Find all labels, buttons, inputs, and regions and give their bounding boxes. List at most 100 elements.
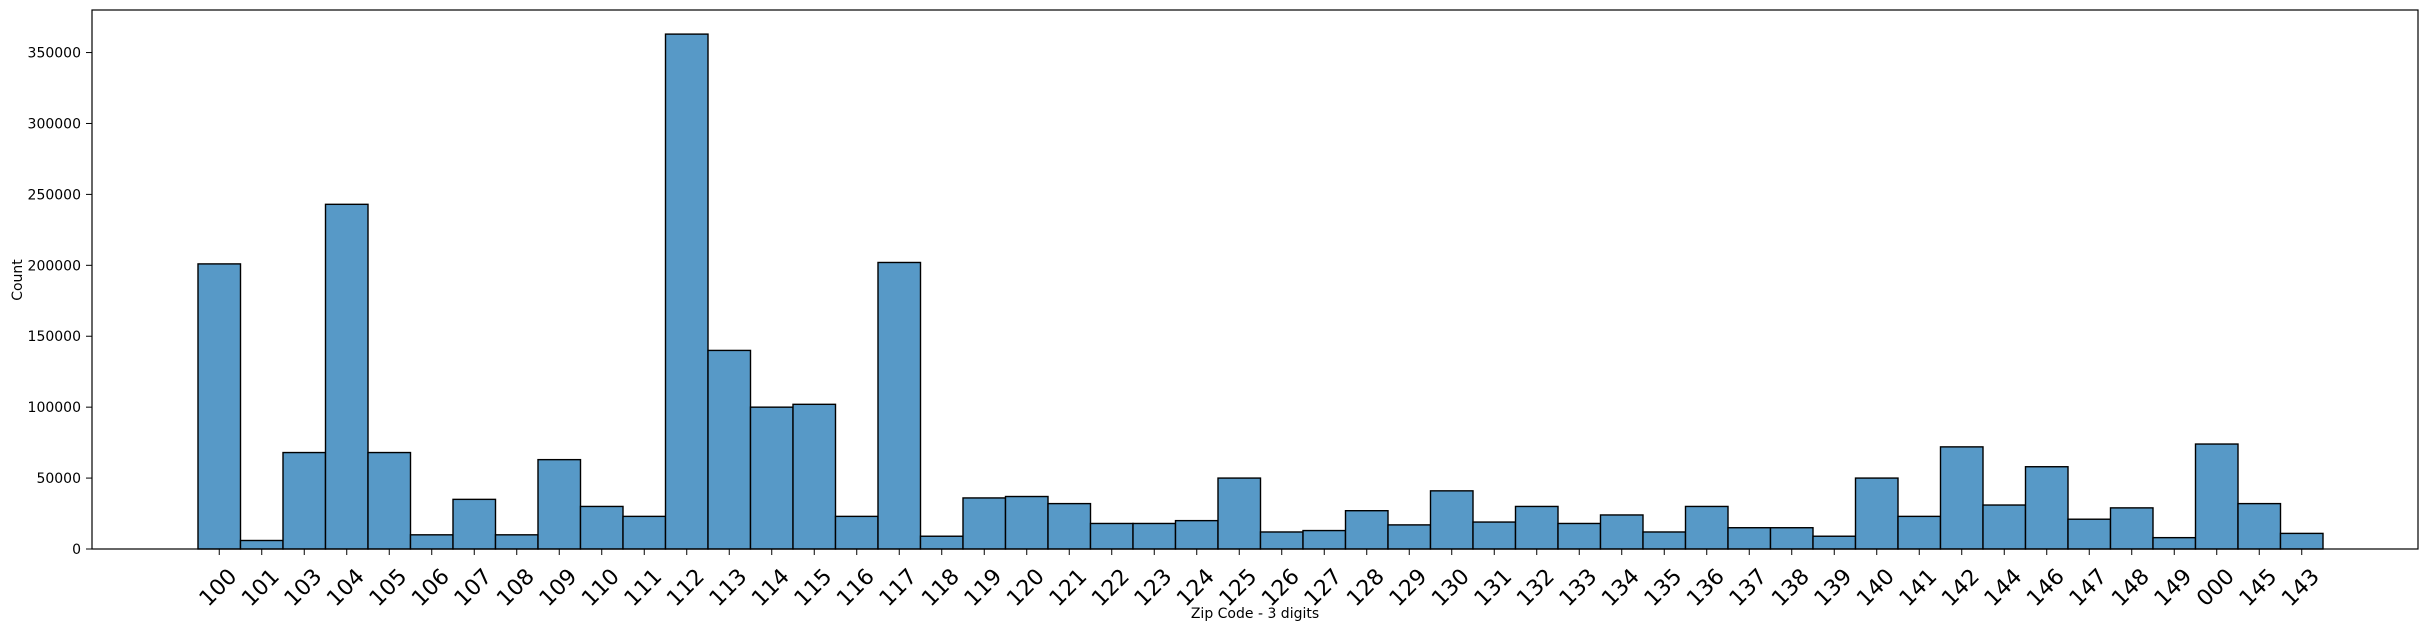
x-tick-label-103: 103 bbox=[280, 564, 327, 611]
bar-142 bbox=[1939, 446, 1984, 550]
x-tick-label-122: 122 bbox=[1087, 564, 1134, 611]
x-tick-label-126: 126 bbox=[1257, 564, 1304, 611]
bar-144 bbox=[1982, 504, 2027, 550]
x-tick-label-107: 107 bbox=[450, 564, 497, 611]
bar-117 bbox=[877, 261, 922, 550]
x-tick-label-145: 145 bbox=[2235, 564, 2282, 611]
x-tick-label-129: 129 bbox=[1385, 564, 1432, 611]
x-tick-label-142: 142 bbox=[1937, 564, 1984, 611]
bar-140 bbox=[1854, 477, 1899, 550]
x-tick-label-128: 128 bbox=[1342, 564, 1389, 611]
bar-135 bbox=[1642, 531, 1687, 550]
bar-110 bbox=[579, 505, 624, 550]
bar-122 bbox=[1089, 522, 1134, 550]
bar-104 bbox=[324, 203, 369, 550]
x-tick-label-109: 109 bbox=[535, 564, 582, 611]
bar-118 bbox=[919, 535, 964, 550]
bar-136 bbox=[1684, 505, 1729, 550]
bar-138 bbox=[1769, 527, 1814, 550]
bar-121 bbox=[1047, 502, 1092, 550]
x-tick-label-134: 134 bbox=[1597, 564, 1644, 611]
x-tick-label-136: 136 bbox=[1682, 564, 1729, 611]
x-tick-label-131: 131 bbox=[1470, 564, 1517, 611]
x-tick-label-119: 119 bbox=[960, 564, 1007, 611]
bar-103 bbox=[282, 451, 327, 550]
x-tick-label-112: 112 bbox=[662, 564, 709, 611]
bar-145 bbox=[2237, 502, 2282, 550]
x-axis-title: Zip Code - 3 digits bbox=[1191, 606, 1319, 622]
x-tick-label-116: 116 bbox=[832, 564, 879, 611]
bar-111 bbox=[622, 515, 667, 550]
bar-116 bbox=[834, 515, 879, 550]
x-tick-label-135: 135 bbox=[1640, 564, 1687, 611]
bar-100 bbox=[197, 263, 242, 550]
bar-148 bbox=[2109, 507, 2154, 550]
x-tick-label-132: 132 bbox=[1512, 564, 1559, 611]
y-tick-label-200000: 200000 bbox=[28, 258, 81, 274]
x-tick-label-121: 121 bbox=[1045, 564, 1092, 611]
bar-149 bbox=[2152, 536, 2197, 550]
x-tick-label-104: 104 bbox=[322, 564, 369, 611]
x-tick-label-147: 147 bbox=[2065, 564, 2112, 611]
x-axis: 1001011031041051061071081091101111121131… bbox=[195, 549, 2325, 612]
bar-123 bbox=[1132, 522, 1177, 550]
y-tick-label-0: 0 bbox=[72, 542, 81, 558]
x-tick-label-123: 123 bbox=[1130, 564, 1177, 611]
bar-115 bbox=[792, 403, 837, 550]
bar-133 bbox=[1557, 522, 1602, 550]
x-tick-label-137: 137 bbox=[1725, 564, 1772, 611]
y-tick-label-150000: 150000 bbox=[28, 329, 81, 345]
bar-106 bbox=[409, 534, 454, 550]
y-tick-label-250000: 250000 bbox=[28, 187, 81, 203]
x-tick-label-108: 108 bbox=[492, 564, 539, 611]
bar-129 bbox=[1387, 524, 1432, 550]
x-tick-label-133: 133 bbox=[1555, 564, 1602, 611]
bar-132 bbox=[1514, 505, 1559, 550]
x-tick-label-130: 130 bbox=[1427, 564, 1474, 611]
bar-119 bbox=[962, 497, 1007, 550]
bar-124 bbox=[1174, 519, 1219, 550]
x-tick-label-118: 118 bbox=[917, 564, 964, 611]
bar-147 bbox=[2067, 518, 2112, 550]
x-tick-label-110: 110 bbox=[577, 564, 624, 611]
x-tick-label-124: 124 bbox=[1172, 564, 1219, 611]
bar-134 bbox=[1599, 514, 1644, 550]
x-tick-label-146: 146 bbox=[2022, 564, 2069, 611]
x-tick-label-101: 101 bbox=[237, 564, 284, 611]
bar-146 bbox=[2024, 466, 2069, 550]
x-tick-label-139: 139 bbox=[1810, 564, 1857, 611]
x-tick-label-114: 114 bbox=[747, 564, 794, 611]
x-tick-label-138: 138 bbox=[1767, 564, 1814, 611]
bar-108 bbox=[494, 534, 539, 550]
plot-frame bbox=[91, 9, 2419, 550]
y-axis: 0 50000 100000 150000 200000 250000 300000 3500… bbox=[28, 46, 92, 558]
bar-141 bbox=[1897, 515, 1942, 550]
x-tick-label-140: 140 bbox=[1852, 564, 1899, 611]
y-tick-label-50000: 50000 bbox=[36, 471, 81, 487]
x-tick-label-148: 148 bbox=[2107, 564, 2154, 611]
bar-105 bbox=[367, 451, 412, 550]
x-tick-label-120: 120 bbox=[1002, 564, 1049, 611]
bar-137 bbox=[1727, 527, 1772, 550]
bar-112 bbox=[664, 33, 709, 550]
x-tick-label-115: 115 bbox=[790, 564, 837, 611]
bar-114 bbox=[749, 406, 794, 550]
bar-120 bbox=[1004, 495, 1049, 550]
x-tick-label-144: 144 bbox=[1980, 564, 2027, 611]
x-tick-label-125: 125 bbox=[1215, 564, 1262, 611]
x-tick-label-106: 106 bbox=[407, 564, 454, 611]
bar-143 bbox=[2279, 532, 2324, 550]
bar-126 bbox=[1259, 531, 1304, 550]
x-tick-label-141: 141 bbox=[1895, 564, 1942, 611]
bar-128 bbox=[1344, 510, 1389, 550]
bar-101 bbox=[239, 539, 284, 550]
bar-107 bbox=[452, 498, 497, 550]
x-tick-label-143: 143 bbox=[2277, 564, 2324, 611]
bar-109 bbox=[537, 458, 582, 550]
x-tick-label-111: 111 bbox=[620, 564, 667, 611]
x-tick-label-000: 000 bbox=[2192, 564, 2239, 611]
bar-139 bbox=[1812, 535, 1857, 550]
x-tick-label-117: 117 bbox=[875, 564, 922, 611]
